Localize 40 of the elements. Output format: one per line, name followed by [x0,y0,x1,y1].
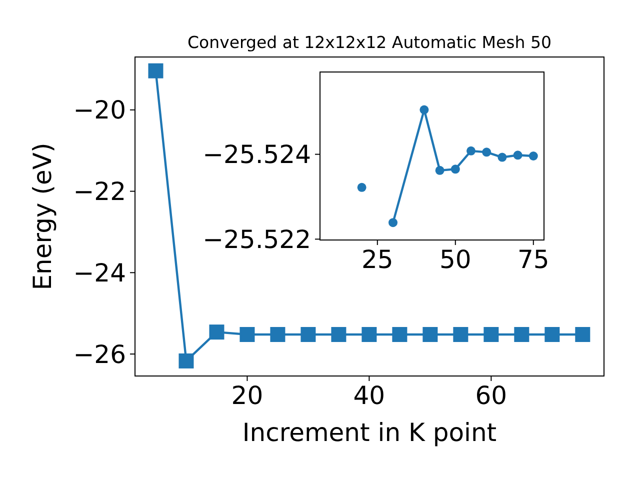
x-tick-label: 20 [231,381,264,410]
x-tick-label: 50 [439,245,472,274]
chart-title: Converged at 12x12x12 Automatic Mesh 50 [188,33,552,52]
point [528,152,538,160]
y-axis-title: Energy (eV) [28,142,57,290]
point [392,326,408,342]
point [362,326,377,342]
y-tick-label: −22 [73,177,126,206]
point [450,164,460,174]
point [422,326,438,342]
point [240,326,255,342]
y-tick-label: −26 [73,340,126,369]
point [575,326,590,342]
point [513,150,522,160]
y-tick-label: −20 [73,96,126,125]
x-axis-title: Increment in K point [242,418,497,447]
point [544,326,560,342]
x-tick-label: 25 [362,245,394,274]
point [331,326,346,342]
point [435,166,444,175]
point [498,152,507,162]
point [484,326,499,342]
x-tick-label: 60 [475,381,508,410]
point [209,324,224,340]
point [420,105,429,114]
point [148,63,164,78]
point [270,326,286,342]
point [178,353,194,368]
y-tick-label: −25.522 [202,224,311,254]
y-tick-label: −25.524 [202,140,311,170]
x-tick-label: 75 [517,245,550,274]
point [514,326,530,342]
point [300,326,316,342]
point [357,182,366,192]
y-tick-label: −24 [73,258,126,288]
point [482,148,492,157]
point [466,146,476,156]
x-tick-label: 40 [353,381,386,410]
point [453,326,468,342]
point [388,218,398,228]
